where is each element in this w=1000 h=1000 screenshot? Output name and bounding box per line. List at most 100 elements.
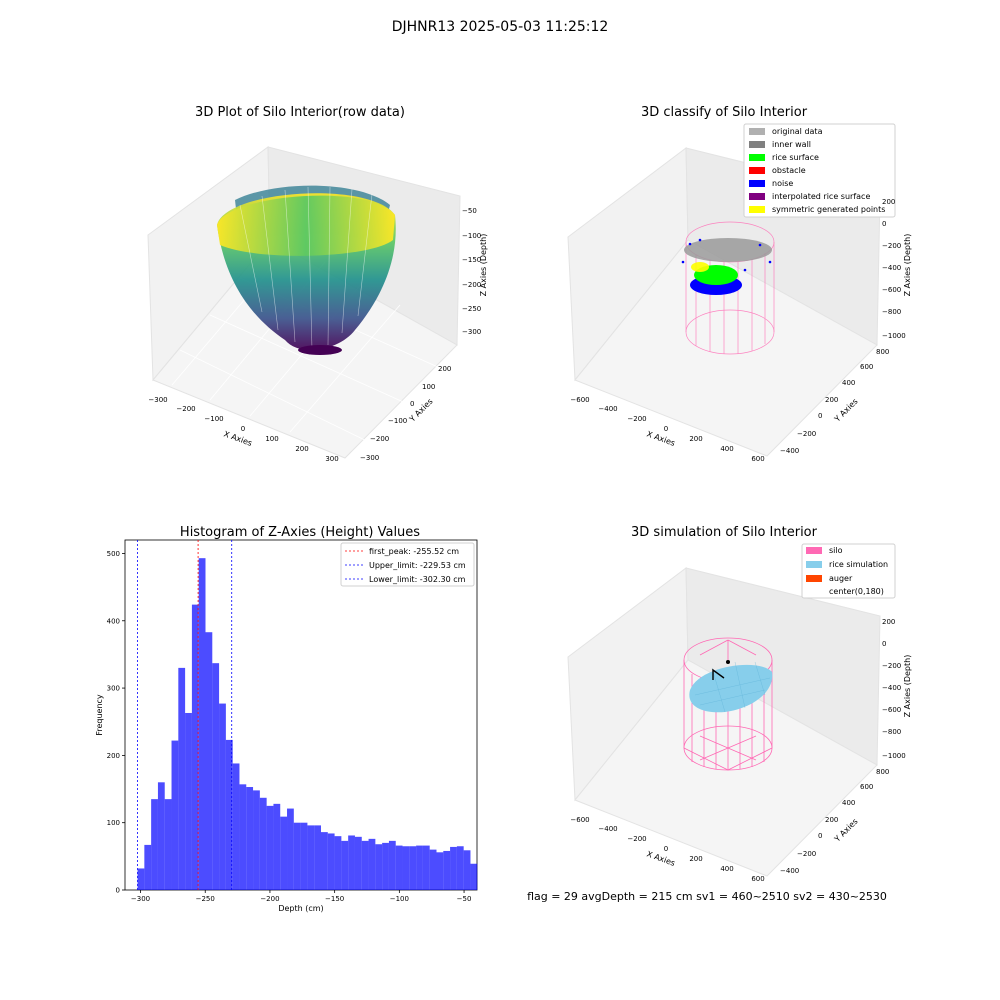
histogram-bar xyxy=(287,808,294,890)
simulation-legend: silo rice simulation auger center(0,180) xyxy=(801,543,896,599)
classify-ztick: −800 xyxy=(882,308,901,316)
raw-bowl-striations xyxy=(239,186,373,351)
raw-xtick: 0 xyxy=(241,425,245,433)
histogram-bars xyxy=(137,558,478,890)
legend-label: auger xyxy=(829,574,853,583)
histogram-bar xyxy=(205,632,213,890)
classify-ztick: 0 xyxy=(882,220,886,228)
raw-ztick: −300 xyxy=(462,328,481,336)
histogram-bar xyxy=(144,844,152,890)
simulation-ytick: 800 xyxy=(876,768,889,776)
y-tick-label: 0 xyxy=(116,887,120,895)
histogram-bar xyxy=(191,604,199,890)
classify-ytick: 200 xyxy=(825,396,838,404)
histogram-bar xyxy=(273,803,281,890)
histogram-bar xyxy=(368,838,376,890)
legend-label: inner wall xyxy=(772,140,811,149)
histogram-bar xyxy=(422,845,430,890)
classify-legend: original data inner wall rice surface ob… xyxy=(743,123,896,218)
legend-swatch xyxy=(749,167,765,174)
classify-zlabel: Z Axies (Depth) xyxy=(903,234,912,297)
simulation-rice-surface xyxy=(689,664,773,713)
histogram-bar xyxy=(361,840,369,890)
histogram-bar xyxy=(246,787,254,890)
legend-lower-limit-label: Lower_limit: -302.30 cm xyxy=(369,575,466,584)
histogram-legend: first_peak: -255.52 cm Upper_limit: -229… xyxy=(340,542,475,587)
simulation-ztick: −1000 xyxy=(882,752,906,760)
simulation-xtick: 600 xyxy=(751,875,764,883)
histogram-bar xyxy=(402,846,410,890)
histogram-bar xyxy=(416,845,423,890)
simulation-xtick: −400 xyxy=(598,825,617,833)
histogram-bar xyxy=(334,836,342,890)
legend-swatch xyxy=(749,180,765,187)
histogram-bar xyxy=(293,822,301,890)
histogram-bar xyxy=(456,846,464,890)
histogram-bar xyxy=(320,832,328,890)
legend-swatch xyxy=(806,547,822,554)
raw-ytick: −300 xyxy=(360,454,379,462)
legend-label: obstacle xyxy=(772,166,806,175)
histogram-bar xyxy=(157,782,165,890)
raw-ztick: −150 xyxy=(462,256,481,264)
histogram-bar xyxy=(164,799,172,890)
histogram-y-ticks: 0 100 200 300 400 500 xyxy=(107,550,125,895)
histogram-bar xyxy=(280,816,288,890)
histogram-bar xyxy=(239,784,247,890)
simulation-auger xyxy=(712,668,725,680)
histogram-bar xyxy=(327,833,335,890)
raw-xtick: −200 xyxy=(176,405,195,413)
histogram-legend-box xyxy=(340,542,475,587)
classify-ztick: 200 xyxy=(882,198,895,206)
legend-swatch xyxy=(749,154,765,161)
legend-label: original data xyxy=(772,127,823,136)
histogram-xlabel: Depth (cm) xyxy=(278,904,323,913)
raw-ytick: −100 xyxy=(388,417,407,425)
panel-raw-data: 3D Plot of Silo Interior(row data) −300 … xyxy=(147,105,488,463)
x-tick-label: −200 xyxy=(260,895,279,903)
histogram-bar xyxy=(259,797,267,890)
simulation-rice-mesh xyxy=(694,661,771,713)
panel-simulation-title: 3D simulation of Silo Interior xyxy=(631,525,818,540)
simulation-legend-box xyxy=(801,543,896,599)
classify-xtick: −600 xyxy=(570,396,589,404)
classify-ytick: −400 xyxy=(780,447,799,455)
raw-xtick: 300 xyxy=(325,455,338,463)
raw-ztick: −250 xyxy=(462,305,481,313)
legend-swatch xyxy=(749,128,765,135)
legend-swatch xyxy=(806,561,822,568)
legend-swatch xyxy=(749,206,765,213)
simulation-ytick: 400 xyxy=(842,799,855,807)
histogram-bar xyxy=(219,703,226,890)
histogram-bar xyxy=(171,740,179,890)
simulation-xtick: 400 xyxy=(720,865,733,873)
classify-xtick: 0 xyxy=(664,425,668,433)
legend-label: noise xyxy=(772,179,793,188)
x-tick-label: −150 xyxy=(325,895,344,903)
raw-xtick: −300 xyxy=(148,396,167,404)
legend-label: interpolated rice surface xyxy=(772,192,870,201)
histogram-ylabel: Frequency xyxy=(95,694,104,736)
panel-simulation: 3D simulation of Silo Interior xyxy=(567,525,912,883)
histogram-x-ticks: −300 −250 −200 −150 −100 −50 xyxy=(131,890,471,903)
histogram-bar xyxy=(354,836,362,890)
histogram-bar xyxy=(395,845,403,890)
histogram-bar xyxy=(450,846,457,890)
classify-noise-scatter xyxy=(681,238,772,272)
classify-ytick: 800 xyxy=(876,348,889,356)
legend-swatch xyxy=(749,141,765,148)
classify-ztick: −400 xyxy=(882,264,901,272)
classify-ztick: −1000 xyxy=(882,332,906,340)
simulation-ztick: −600 xyxy=(882,706,901,714)
simulation-ytick: 0 xyxy=(818,832,822,840)
raw-bowl-bottom xyxy=(298,345,342,355)
simulation-xlabel: X Axies xyxy=(645,849,676,868)
histogram-bar xyxy=(470,863,478,890)
simulation-ztick: −200 xyxy=(882,662,901,670)
x-tick-label: −300 xyxy=(131,895,150,903)
histogram-bar xyxy=(232,763,240,890)
raw-ytick: −200 xyxy=(370,435,389,443)
histogram-bar xyxy=(151,799,158,890)
classify-inner-wall-points xyxy=(684,238,772,262)
classify-ytick: 0 xyxy=(818,412,822,420)
